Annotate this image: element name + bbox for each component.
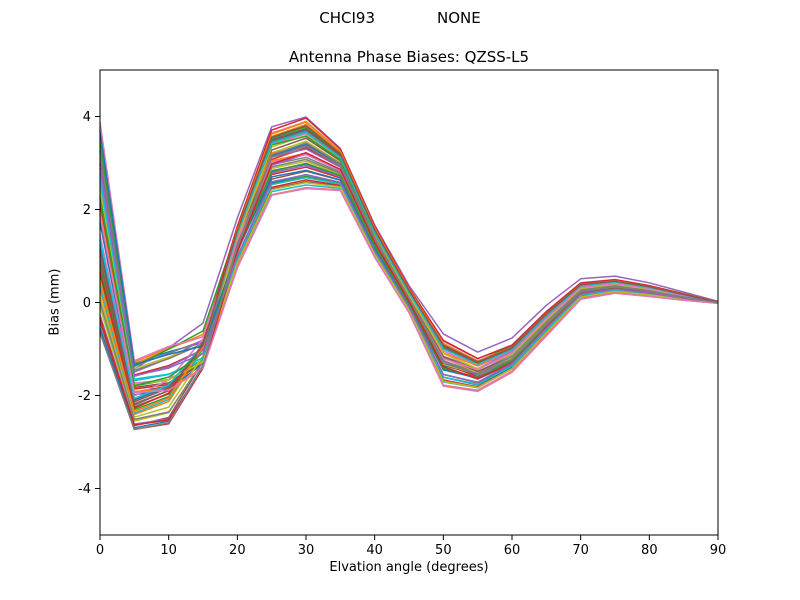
x-tick-label: 0 <box>96 543 104 558</box>
chart-title: Antenna Phase Biases: QZSS-L5 <box>288 48 530 66</box>
x-tick-label: 70 <box>572 543 589 558</box>
suptitle-mode: NONE <box>437 9 481 27</box>
series-line <box>99 126 719 371</box>
x-tick-label: 80 <box>641 543 658 558</box>
y-tick-label: 4 <box>83 110 91 125</box>
x-tick-label: 30 <box>298 543 315 558</box>
x-tick-label: 20 <box>229 543 246 558</box>
series-line <box>99 125 719 406</box>
series-line <box>99 131 719 379</box>
series-line <box>99 116 719 370</box>
series-line <box>99 164 719 383</box>
series-line <box>99 181 719 389</box>
x-tick-label: 10 <box>160 543 177 558</box>
x-tick-label: 90 <box>710 543 727 558</box>
y-tick-label: -4 <box>78 482 91 497</box>
x-tick-label: 50 <box>435 543 452 558</box>
y-tick-label: 0 <box>83 296 91 311</box>
suptitle-station: CHCI93 <box>319 9 375 27</box>
series-line <box>99 135 719 368</box>
y-tick-label: -2 <box>78 389 91 404</box>
series-line <box>99 142 719 431</box>
x-tick-label: 40 <box>366 543 383 558</box>
series-line <box>99 187 719 394</box>
suptitle: CHCI93 NONE <box>0 9 800 27</box>
y-tick-label: 2 <box>83 203 91 218</box>
series-line <box>99 122 719 371</box>
x-axis-label: Elvation angle (degrees) <box>329 560 489 575</box>
x-tick-label: 60 <box>504 543 521 558</box>
